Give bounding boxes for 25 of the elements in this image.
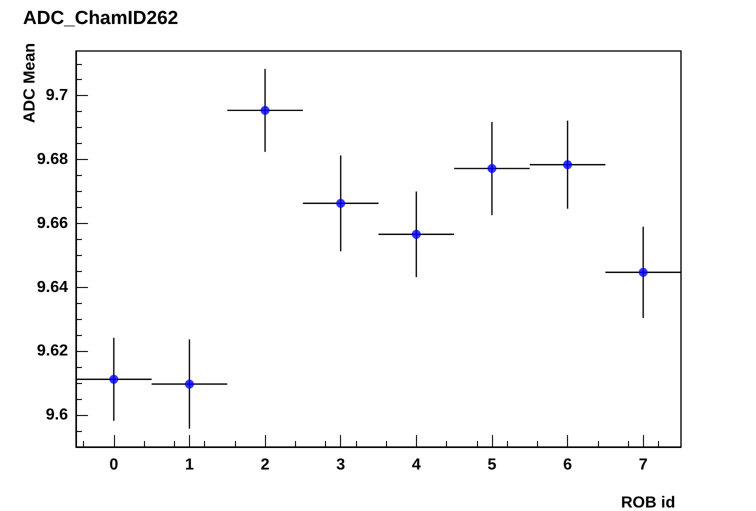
x-tick-label: 6 (563, 456, 572, 474)
point (412, 230, 421, 239)
y-tick-label: 9.6 (46, 406, 68, 424)
point (487, 164, 496, 174)
x-tick-label: 4 (412, 456, 421, 474)
x-tick-label: 5 (487, 456, 496, 474)
point (109, 374, 118, 384)
point (638, 268, 648, 277)
x-axis-title: ROB id (621, 494, 676, 511)
x-tick-label: 2 (260, 456, 270, 474)
y-tick-label: 9.7 (46, 87, 68, 104)
point (563, 160, 572, 170)
y-axis-title: ADC Mean (22, 43, 38, 124)
y-tick-label: 9.66 (36, 214, 68, 232)
x-tick-label: 1 (184, 456, 194, 474)
x-tick-label: 0 (109, 456, 118, 474)
chart-title: ADC_ChamID262 (23, 8, 178, 29)
y-tick-label: 9.68 (36, 151, 68, 168)
x-tick-label: 7 (638, 456, 648, 474)
y-tick-label: 9.64 (36, 278, 68, 296)
point (260, 106, 270, 115)
x-tick-label: 3 (336, 456, 346, 474)
point (184, 380, 194, 389)
y-tick-label: 9.62 (36, 342, 68, 360)
point (336, 198, 346, 208)
